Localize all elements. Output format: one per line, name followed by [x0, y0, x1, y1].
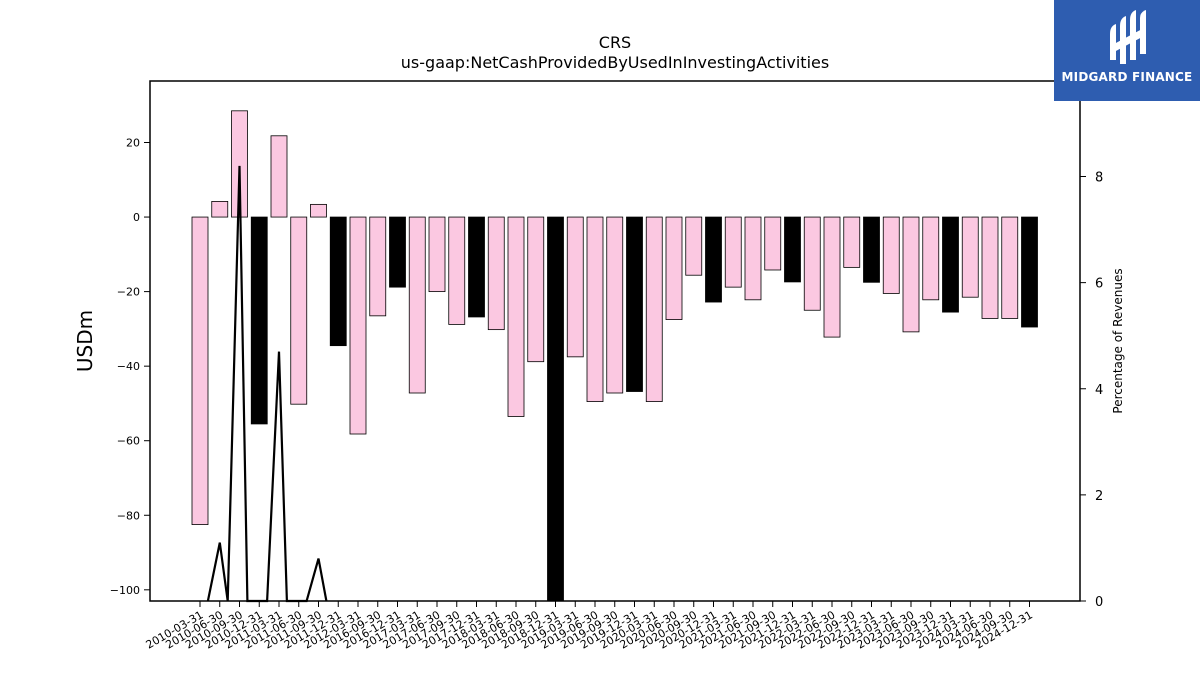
bar-2017-12-31	[468, 216, 485, 318]
y2-tick-label: 2	[1095, 489, 1103, 504]
y2-axis-label: Percentage of Revenues	[1111, 268, 1125, 413]
bar-2024-12-31	[1021, 216, 1038, 328]
chart-subtitle: us-gaap:NetCashProvidedByUsedInInvesting…	[401, 53, 829, 72]
brand-logo-text: MIDGARD FINANCE	[1061, 70, 1193, 84]
bar-2018-09-30	[527, 216, 545, 363]
bar-2019-06-30	[586, 216, 604, 402]
bar-2011-03-31	[270, 135, 288, 218]
bar-2012-03-31	[349, 216, 367, 435]
y2-tick-label: 0	[1095, 595, 1103, 610]
bar-2022-09-30	[843, 216, 861, 268]
bar-2023-06-30	[902, 216, 920, 333]
bar-2020-12-31	[705, 216, 722, 303]
bar-2022-06-30	[823, 216, 841, 338]
bar-2011-06-30	[290, 216, 308, 405]
bar-2021-03-31	[724, 216, 742, 288]
bar-series	[191, 110, 1038, 602]
bar-2024-09-30	[1001, 216, 1019, 319]
bar-2024-03-31	[961, 216, 979, 298]
y2-tick-label: 4	[1095, 383, 1103, 398]
y-tick-label: −20	[117, 286, 140, 299]
bar-2022-03-31	[803, 216, 821, 311]
y-tick-label: −80	[117, 509, 140, 522]
bar-2017-03-31	[408, 216, 426, 394]
bar-2017-09-30	[448, 216, 466, 325]
x-axis: 2010-03-312010-06-302010-09-302010-12-31…	[144, 601, 1035, 652]
bar-2020-03-31	[645, 216, 663, 402]
bar-2022-12-31	[863, 216, 880, 283]
y-axis: 20 0 −20 −40 −60 −80 −100	[110, 137, 150, 597]
bar-2010-03-31	[191, 216, 209, 525]
bar-2011-12-31	[329, 216, 347, 347]
y2-axis: 0 2 4 6 8	[1080, 171, 1103, 610]
bar-2016-12-31	[389, 216, 406, 288]
midgard-logo-icon	[1110, 10, 1146, 64]
bar-2017-06-30	[428, 216, 446, 293]
bar-2021-12-31	[784, 216, 801, 283]
y-tick-label: −60	[117, 435, 140, 448]
bar-2020-06-30	[665, 216, 683, 320]
bar-2018-06-30	[507, 216, 525, 417]
bar-2020-09-30	[685, 216, 703, 276]
y-tick-label: −100	[110, 584, 140, 597]
bar-2016-09-30	[369, 216, 387, 317]
bar-2019-03-31	[566, 216, 584, 358]
bar-2023-03-31	[882, 216, 900, 294]
bar-2018-03-31	[487, 216, 505, 331]
bar-2021-09-30	[764, 216, 782, 271]
bar-2010-12-31	[250, 216, 268, 425]
bar-2023-09-30	[922, 216, 940, 301]
bar-2011-09-30	[310, 203, 327, 218]
bar-2018-12-31	[547, 216, 564, 602]
bar-2024-06-30	[981, 216, 999, 319]
bar-2010-06-30	[211, 201, 229, 218]
bar-2021-06-30	[744, 216, 762, 301]
bar-2019-12-31	[626, 216, 643, 392]
bar-2019-09-30	[606, 216, 624, 394]
y2-tick-label: 6	[1095, 277, 1103, 292]
y-tick-label: −40	[117, 360, 140, 373]
brand-logo: MIDGARD FINANCE	[1054, 0, 1200, 101]
y-tick-label: 0	[133, 211, 140, 224]
y2-tick-label: 8	[1095, 171, 1103, 186]
chart-title: CRS	[599, 33, 631, 52]
bar-2023-12-31	[942, 216, 959, 313]
y-axis-label: USDm	[73, 310, 97, 372]
y-tick-label: 20	[126, 137, 140, 150]
